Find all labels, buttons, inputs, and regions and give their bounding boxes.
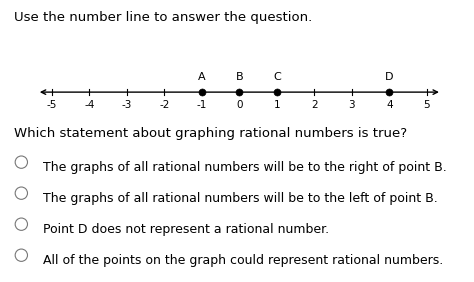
Text: The graphs of all rational numbers will be to the left of point B.: The graphs of all rational numbers will … bbox=[43, 192, 438, 205]
Text: B: B bbox=[236, 72, 243, 82]
Text: A: A bbox=[198, 72, 206, 82]
Text: All of the points on the graph could represent rational numbers.: All of the points on the graph could rep… bbox=[43, 254, 443, 267]
Text: Use the number line to answer the question.: Use the number line to answer the questi… bbox=[14, 11, 312, 24]
Text: D: D bbox=[385, 72, 393, 82]
Text: -2: -2 bbox=[159, 100, 170, 110]
Text: -5: -5 bbox=[47, 100, 57, 110]
Text: C: C bbox=[273, 72, 281, 82]
Text: Point D does not represent a rational number.: Point D does not represent a rational nu… bbox=[43, 223, 329, 236]
Text: 3: 3 bbox=[348, 100, 355, 110]
Text: 2: 2 bbox=[311, 100, 318, 110]
Text: 4: 4 bbox=[386, 100, 392, 110]
Text: 5: 5 bbox=[423, 100, 430, 110]
Text: -3: -3 bbox=[122, 100, 132, 110]
Text: The graphs of all rational numbers will be to the right of point B.: The graphs of all rational numbers will … bbox=[43, 161, 447, 174]
Text: -4: -4 bbox=[84, 100, 95, 110]
Text: Which statement about graphing rational numbers is true?: Which statement about graphing rational … bbox=[14, 127, 407, 140]
Text: -1: -1 bbox=[197, 100, 207, 110]
Text: 0: 0 bbox=[236, 100, 243, 110]
Text: 1: 1 bbox=[273, 100, 280, 110]
